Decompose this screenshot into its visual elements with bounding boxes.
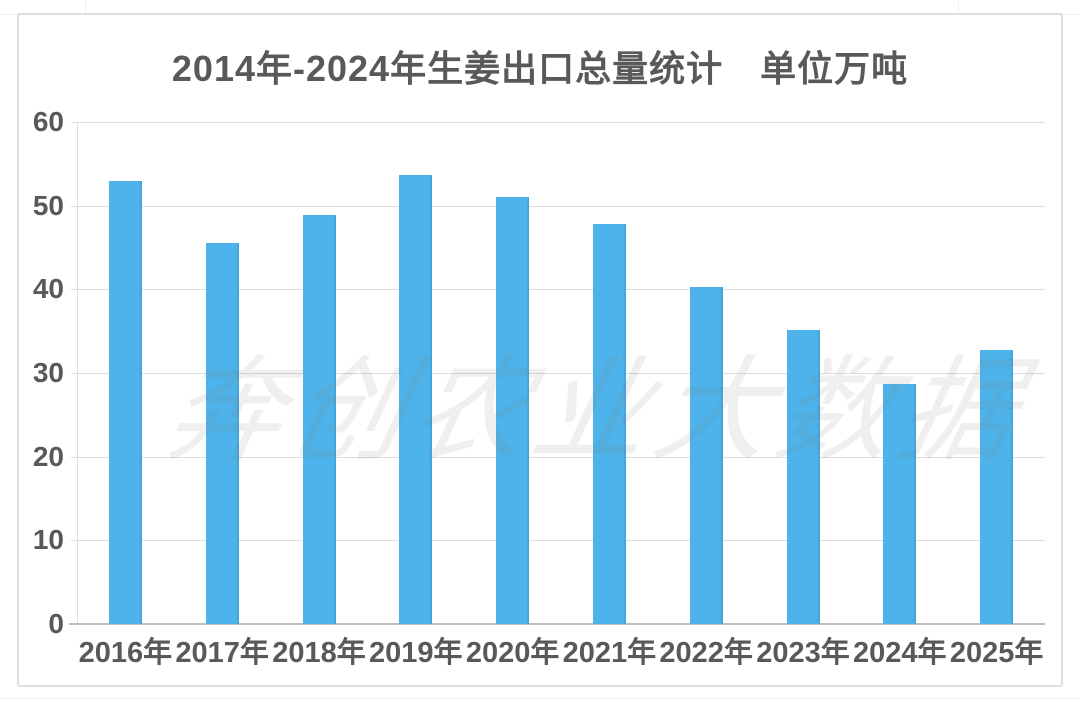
bar-2024年: [883, 383, 917, 624]
gridline-y-20: [71, 456, 1045, 458]
sheet-gridline-col-b: [958, 0, 959, 14]
plot-area: [69, 122, 1045, 625]
gridline-y-60: [71, 122, 1045, 123]
bar-2025年: [980, 350, 1014, 624]
chart-title: 2014年-2024年生姜出口总量统计 单位万吨: [171, 48, 909, 89]
bar-2020年: [496, 197, 530, 624]
x-axis-line: [69, 623, 1045, 625]
gridline-y-40: [71, 289, 1045, 291]
bar-2016年: [108, 180, 142, 624]
bar-2021年: [592, 224, 626, 624]
bar-2018年: [302, 214, 336, 624]
bar-2023年: [786, 329, 820, 624]
gridline-y-30: [71, 373, 1045, 374]
bar-2019年: [399, 174, 433, 624]
sheet-gridline-col-a: [85, 0, 86, 14]
y-axis-line: [77, 122, 78, 624]
bar-2022年: [689, 286, 723, 624]
gridline-y-50: [71, 205, 1045, 207]
sheet-gridline-bottom: [0, 698, 1080, 699]
gridline-y-10: [71, 540, 1045, 542]
bar-2017年: [205, 243, 239, 624]
